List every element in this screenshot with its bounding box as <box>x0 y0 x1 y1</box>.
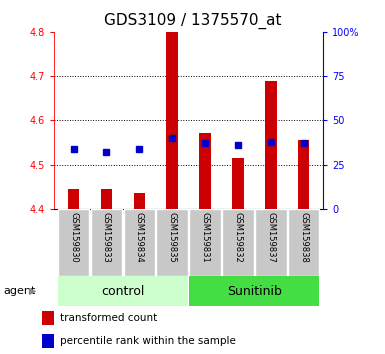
Text: GDS3109 / 1375570_at: GDS3109 / 1375570_at <box>104 12 281 29</box>
Text: GSM159838: GSM159838 <box>299 212 308 263</box>
Bar <box>189 276 320 306</box>
Text: GSM159834: GSM159834 <box>135 212 144 263</box>
Bar <box>124 209 155 276</box>
Text: GSM159832: GSM159832 <box>233 212 243 263</box>
Text: transformed count: transformed count <box>60 313 157 323</box>
Bar <box>265 80 276 209</box>
Bar <box>255 209 286 276</box>
Bar <box>189 209 221 276</box>
Bar <box>199 133 211 209</box>
Text: GSM159831: GSM159831 <box>201 212 209 263</box>
Bar <box>222 209 254 276</box>
Text: Sunitinib: Sunitinib <box>227 285 282 298</box>
Text: GSM159835: GSM159835 <box>168 212 177 263</box>
Text: agent: agent <box>4 286 36 296</box>
Bar <box>68 189 79 209</box>
Text: GSM159837: GSM159837 <box>266 212 275 263</box>
Bar <box>298 140 310 209</box>
Bar <box>156 209 188 276</box>
Bar <box>42 334 54 348</box>
Text: GSM159833: GSM159833 <box>102 212 111 263</box>
Bar <box>42 311 54 325</box>
Text: percentile rank within the sample: percentile rank within the sample <box>60 336 236 346</box>
Bar <box>288 209 320 276</box>
Text: ▶: ▶ <box>29 286 36 296</box>
Bar <box>134 193 145 209</box>
Bar <box>101 189 112 209</box>
Bar <box>91 209 122 276</box>
Bar <box>58 209 89 276</box>
Bar <box>166 32 178 209</box>
Text: control: control <box>101 285 145 298</box>
Text: GSM159830: GSM159830 <box>69 212 78 263</box>
Bar <box>58 276 188 306</box>
Bar <box>232 158 244 209</box>
